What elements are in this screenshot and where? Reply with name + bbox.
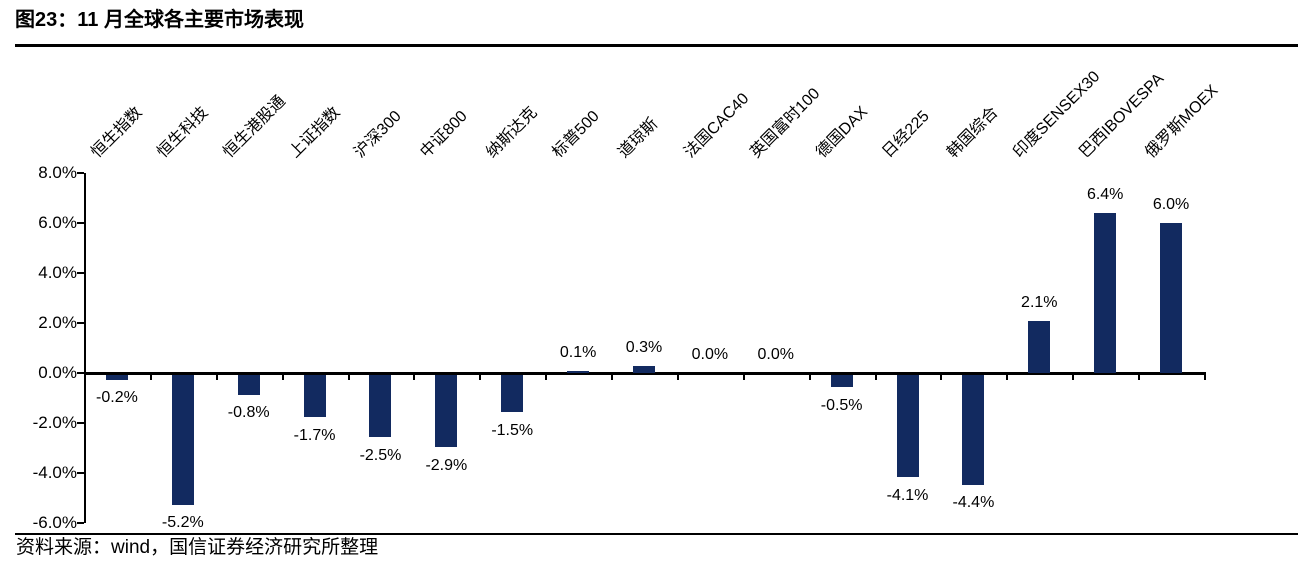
y-axis-tick: [77, 372, 84, 374]
bar-value-label: 0.0%: [757, 346, 794, 363]
bar: [105, 374, 128, 380]
y-axis-tick-label: -6.0%: [32, 513, 77, 532]
category-label: 日经225: [878, 107, 933, 162]
bar: [435, 374, 458, 447]
bar-value-label: -0.8%: [227, 404, 270, 421]
category-label: 恒生港股通: [219, 92, 289, 162]
x-axis-tick: [676, 374, 679, 380]
bar: [567, 370, 590, 373]
bar-value-label: 6.4%: [1086, 186, 1124, 203]
bar-value-label: 0.0%: [691, 346, 729, 363]
bar: [369, 374, 392, 437]
category-label: 恒生指数: [88, 104, 146, 162]
category-label: 上证指数: [285, 104, 344, 162]
y-axis-tick: [77, 272, 84, 274]
x-axis-tick: [413, 374, 416, 380]
y-axis-tick-label: 0.0%: [38, 363, 77, 382]
y-axis-line: [84, 173, 86, 523]
y-axis-tick: [77, 522, 84, 524]
y-axis-tick-label: 2.0%: [38, 313, 77, 332]
y-axis-tick: [77, 422, 84, 424]
category-label: 道琼斯: [615, 115, 662, 162]
category-label: 德国DAX: [812, 103, 871, 162]
x-axis-tick: [1072, 374, 1075, 380]
bar-value-label: -0.5%: [820, 396, 863, 414]
bar: [303, 374, 326, 417]
bar: [1028, 320, 1051, 373]
source-note: 资料来源：wind，国信证券经济研究所整理: [16, 537, 379, 558]
bar: [237, 374, 260, 395]
x-axis-tick: [1006, 374, 1009, 380]
y-axis-tick-label: -2.0%: [32, 413, 77, 432]
x-axis-tick: [479, 374, 482, 380]
x-axis-tick: [84, 374, 86, 380]
y-axis-tick-label: 6.0%: [38, 213, 77, 232]
category-label: 法国CAC40: [681, 90, 753, 162]
title-rule: [15, 44, 1298, 47]
bar-value-label: -2.9%: [425, 456, 468, 474]
y-axis-tick: [77, 222, 84, 224]
x-axis-tick: [940, 374, 943, 380]
y-axis-tick: [77, 472, 84, 474]
x-axis-line: [84, 372, 1206, 375]
x-axis-tick: [281, 374, 284, 380]
bar-value-label: -2.5%: [359, 446, 402, 464]
bar-value-label: 0.3%: [625, 338, 663, 356]
y-axis-tick-label: 8.0%: [38, 163, 77, 182]
bar-value-label: -4.1%: [886, 486, 929, 504]
y-axis-tick-label: -4.0%: [32, 463, 77, 482]
bar-value-label: 6.0%: [1152, 196, 1190, 213]
bar: [962, 374, 985, 485]
category-label: 中证800: [417, 107, 472, 162]
bar: [633, 365, 655, 373]
source-rule: [15, 533, 1298, 535]
bar-value-label: 0.1%: [559, 343, 597, 361]
category-label: 标普500: [549, 107, 603, 162]
bar: [501, 374, 524, 412]
y-axis-tick: [77, 322, 84, 324]
y-axis-tick: [77, 172, 84, 174]
category-label: 韩国综合: [944, 104, 1002, 162]
figure-title: 图23：11 月全球各主要市场表现: [15, 9, 304, 31]
bar-value-label: -4.4%: [952, 494, 995, 511]
bar: [1094, 213, 1117, 373]
bar-value-label: -5.2%: [161, 514, 204, 531]
category-label: 英国富时100: [747, 85, 824, 162]
bar-value-label: -1.5%: [491, 421, 534, 439]
category-label: 纳斯达克: [483, 104, 541, 162]
x-axis-tick: [149, 374, 152, 380]
x-axis-tick: [874, 374, 877, 380]
bar: [830, 374, 853, 387]
bar: [1160, 223, 1183, 373]
x-axis-tick: [611, 374, 614, 380]
x-axis-tick: [545, 374, 548, 380]
x-axis-tick: [1138, 374, 1141, 380]
bar-value-label: -0.2%: [96, 389, 138, 406]
x-axis-tick: [742, 374, 745, 380]
x-axis-tick: [808, 374, 811, 380]
x-axis-tick: [215, 374, 218, 380]
category-label: 恒生科技: [154, 104, 212, 162]
x-axis-tick: [347, 374, 350, 380]
x-axis-tick: [1204, 374, 1206, 380]
y-axis-tick-label: 4.0%: [38, 263, 77, 282]
bar: [171, 374, 194, 505]
bar-value-label: 2.1%: [1021, 293, 1058, 311]
category-label: 沪深300: [351, 107, 406, 162]
bar: [896, 374, 919, 477]
bar-value-label: -1.7%: [293, 426, 336, 444]
